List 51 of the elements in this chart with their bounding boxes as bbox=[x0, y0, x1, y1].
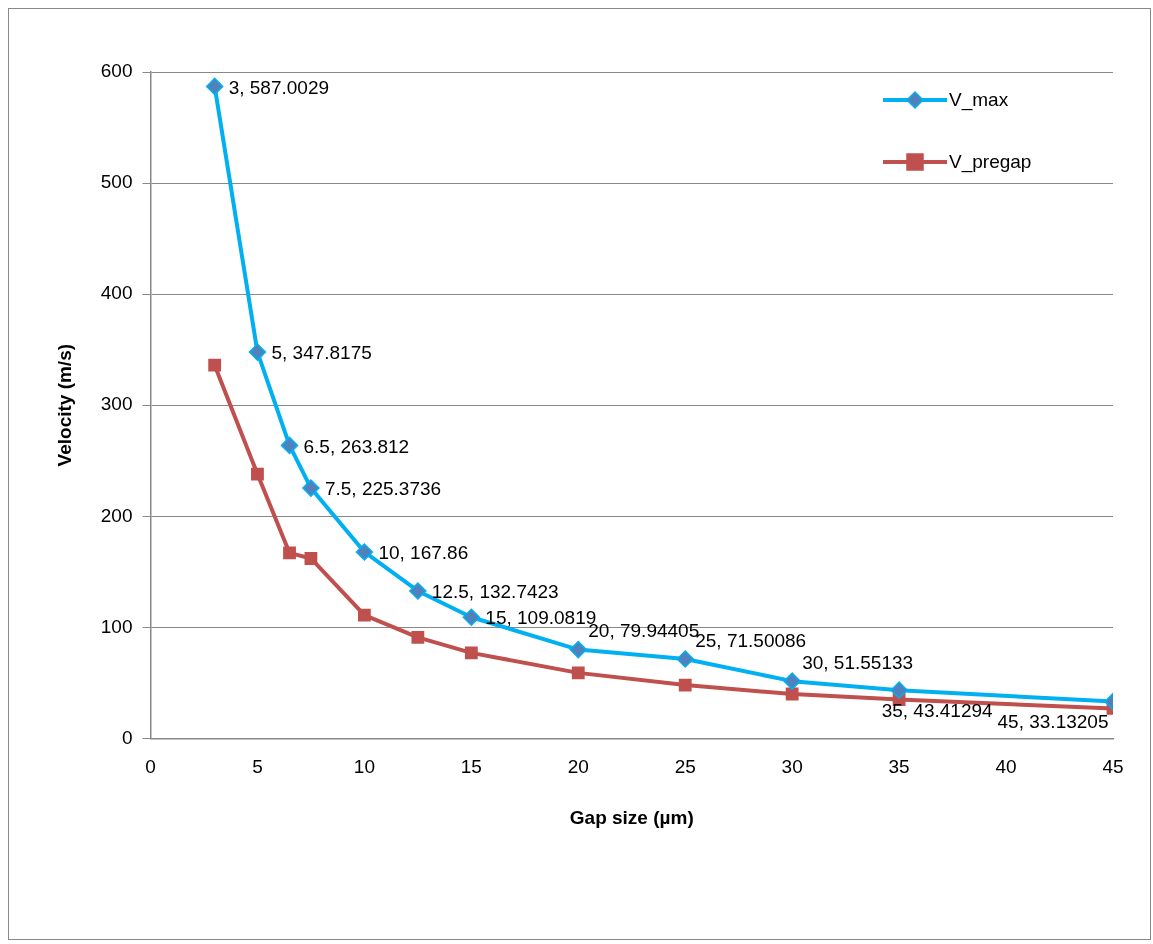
x-tick-label: 10 bbox=[353, 756, 375, 778]
data-label: 7.5, 225.3736 bbox=[324, 478, 442, 500]
y-tick-label: 500 bbox=[100, 171, 133, 193]
y-axis-title: Velocity (m/s) bbox=[53, 343, 75, 467]
data-label: 12.5, 132.7423 bbox=[431, 581, 559, 603]
x-tick-label: 20 bbox=[567, 756, 589, 778]
point bbox=[890, 681, 908, 699]
y-tick-label: 300 bbox=[100, 393, 133, 415]
y-tick-label: 400 bbox=[100, 282, 133, 304]
data-label: 35, 43.41294 bbox=[881, 699, 994, 721]
x-tick-label: 15 bbox=[460, 756, 482, 778]
point bbox=[785, 687, 799, 701]
x-tick-label: 40 bbox=[995, 756, 1017, 778]
y-tick-label: 100 bbox=[100, 615, 133, 637]
x-tick-label: 0 bbox=[145, 756, 156, 778]
data-label: 6.5, 263.812 bbox=[303, 435, 410, 457]
point bbox=[280, 436, 299, 455]
point bbox=[251, 467, 264, 481]
point bbox=[676, 650, 694, 668]
x-tick-label: 45 bbox=[1102, 756, 1124, 778]
data-label: 10, 167.86 bbox=[378, 542, 469, 564]
point bbox=[569, 640, 588, 659]
x-axis-title: Gap size (µm) bbox=[569, 806, 694, 828]
point bbox=[783, 672, 801, 690]
point bbox=[355, 543, 374, 561]
point bbox=[571, 666, 585, 680]
data-label: 5, 347.8175 bbox=[271, 342, 372, 364]
point bbox=[464, 646, 478, 660]
x-tick-label: 25 bbox=[674, 756, 696, 778]
data-label: 30, 51.55133 bbox=[802, 651, 914, 673]
legend-label: V_max bbox=[949, 89, 1009, 112]
legend-label: V_pregap bbox=[949, 151, 1032, 174]
y-tick-label: 600 bbox=[100, 60, 133, 82]
point bbox=[205, 77, 224, 96]
point bbox=[411, 630, 425, 644]
point bbox=[283, 546, 296, 560]
point bbox=[678, 678, 692, 692]
point bbox=[248, 343, 267, 361]
point bbox=[208, 358, 222, 372]
x-tick-label: 35 bbox=[888, 756, 910, 778]
y-tick-label: 0 bbox=[121, 726, 133, 748]
point bbox=[357, 608, 371, 622]
x-tick-label: 30 bbox=[781, 756, 803, 778]
data-label: 3, 587.0029 bbox=[228, 76, 330, 98]
point bbox=[302, 479, 320, 497]
point bbox=[462, 608, 481, 626]
y-tick-label: 200 bbox=[100, 504, 133, 526]
data-label: 45, 33.13205 bbox=[997, 711, 1109, 733]
x-tick-label: 5 bbox=[252, 756, 263, 778]
point bbox=[409, 582, 427, 600]
point bbox=[304, 552, 318, 565]
